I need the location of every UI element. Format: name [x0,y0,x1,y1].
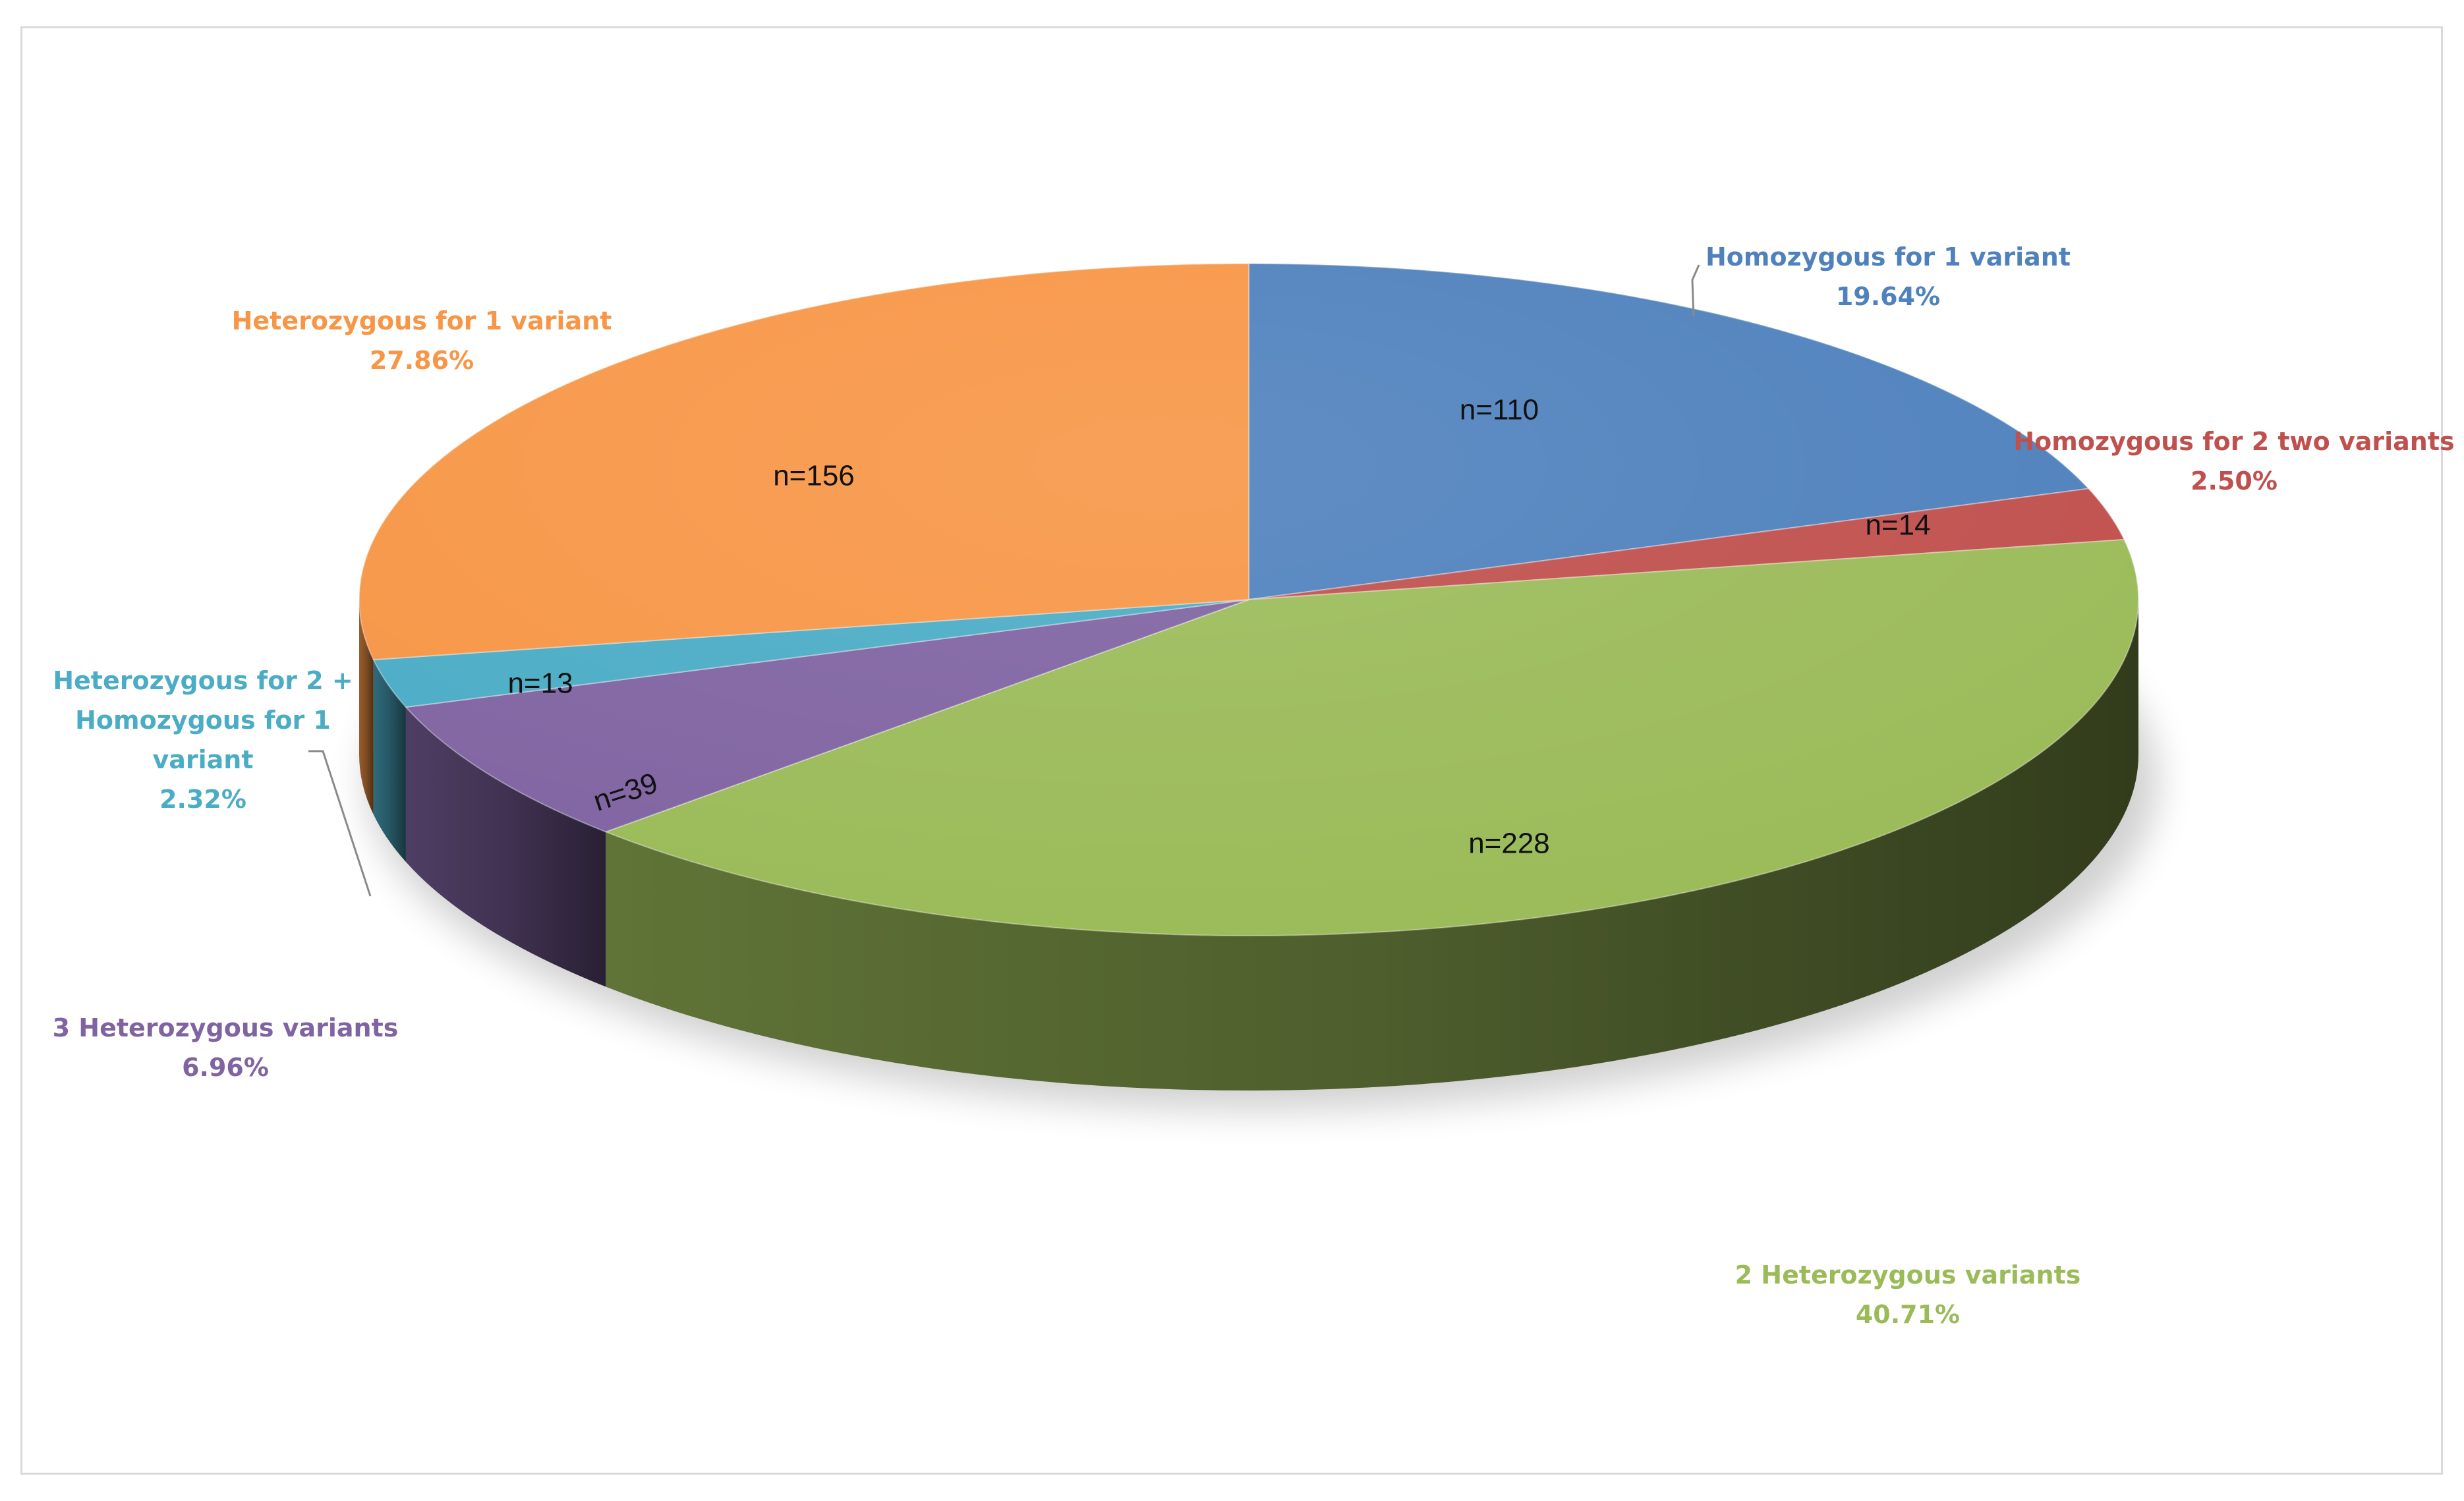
slice-side-2-heterozygous-variants [606,600,2139,1090]
category-label-heterozygous-for-2-homozygous-for-1-variant-line-2: Homozygous for 1 [75,706,331,735]
category-label-group-heterozygous-for-2-homozygous-for-1-variant: Heterozygous for 2 + Homozygous for 1 vari… [53,666,353,814]
category-label-heterozygous-for-1-variant: Heterozygous for 1 variant [232,306,612,335]
percent-label-homozygous-for-1-variant: 19.64% [1836,282,1940,311]
category-label-2-heterozygous-variants: 2 Heterozygous variants [1735,1260,2081,1289]
category-label-group-homozygous-for-2-two-variants: Homozygous for 2 two variants 2.50% [2013,427,2454,496]
percent-label-2-heterozygous-variants: 40.71% [1856,1300,1960,1329]
category-label-heterozygous-for-2-homozygous-for-1-variant-line-1: Heterozygous for 2 + [53,666,353,695]
category-label-3-heterozygous-variants: 3 Heterozygous variants [53,1013,399,1042]
category-label-group-heterozygous-for-1-variant: Heterozygous for 1 variant 27.86% [232,306,612,375]
count-label-homozygous-for-1-variant: n=110 [1460,394,1539,426]
count-label-heterozygous-for-2-homozygous-for-1-variant: n=13 [507,667,573,700]
count-label-heterozygous-for-1-variant: n=156 [773,460,855,492]
category-label-homozygous-for-2-two-variants: Homozygous for 2 two variants [2013,427,2454,456]
percent-label-heterozygous-for-2-homozygous-for-1-variant: 2.32% [159,785,246,814]
category-label-heterozygous-for-2-homozygous-for-1-variant-line-3: variant [152,745,253,774]
percent-label-3-heterozygous-variants: 6.96% [182,1053,269,1082]
category-label-group-2-heterozygous-variants: 2 Heterozygous variants 40.71% [1735,1260,2081,1329]
leader-line-heterozygous-2-homozygous-1 [308,750,372,897]
percent-label-homozygous-for-2-two-variants: 2.50% [2191,467,2278,496]
count-label-2-heterozygous-variants: n=228 [1468,828,1550,860]
category-label-group-3-heterozygous-variants: 3 Heterozygous variants 6.96% [53,1013,399,1082]
leader-line-homozygous-1 [1691,264,1700,317]
category-label-homozygous-for-1-variant: Homozygous for 1 variant [1705,242,2071,271]
percent-label-heterozygous-for-1-variant: 27.86% [370,346,474,375]
count-label-homozygous-for-2-two-variants: n=14 [1865,509,1930,542]
category-label-group-homozygous-for-1-variant: Homozygous for 1 variant 19.64% [1705,242,2071,311]
